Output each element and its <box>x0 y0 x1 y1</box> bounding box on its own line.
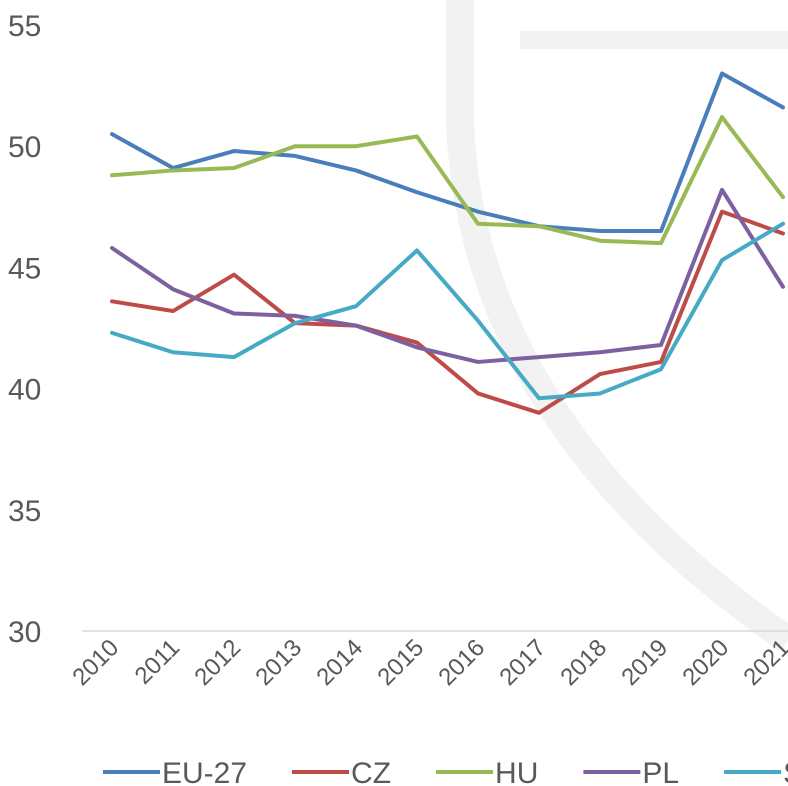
legend-label: CZ <box>351 757 391 786</box>
legend-label: EU-27 <box>162 757 247 786</box>
watermark <box>460 0 788 640</box>
x-tick-label: 2015 <box>372 634 429 691</box>
x-tick-label: 2018 <box>555 634 612 691</box>
x-tick-label: 2021 <box>738 634 788 691</box>
y-tick-label: 35 <box>8 495 41 528</box>
x-tick-label: 2010 <box>67 634 124 691</box>
legend-label: SK <box>783 757 788 786</box>
x-tick-label: 2012 <box>189 634 246 691</box>
y-tick-label: 50 <box>8 131 41 164</box>
x-tick-label: 2011 <box>130 634 186 690</box>
chart: 30 35 40 45 50 55 2010201120122013201420152016… <box>0 0 788 786</box>
x-tick-label: 2013 <box>250 634 307 691</box>
y-tick-label: 40 <box>8 374 41 407</box>
series-line <box>112 190 783 362</box>
legend-label: HU <box>495 757 538 786</box>
x-tick-label: 2019 <box>616 634 673 691</box>
x-tick-label: 2020 <box>677 634 734 691</box>
series-line <box>112 212 783 413</box>
y-tick-label: 55 <box>8 10 41 43</box>
x-tick-label: 2017 <box>494 634 551 691</box>
legend-label: PL <box>642 757 679 786</box>
y-tick-label: 45 <box>8 252 41 285</box>
x-tick-label: 2016 <box>433 634 490 691</box>
y-tick-label: 30 <box>8 616 41 649</box>
x-tick-label: 2014 <box>311 634 368 691</box>
